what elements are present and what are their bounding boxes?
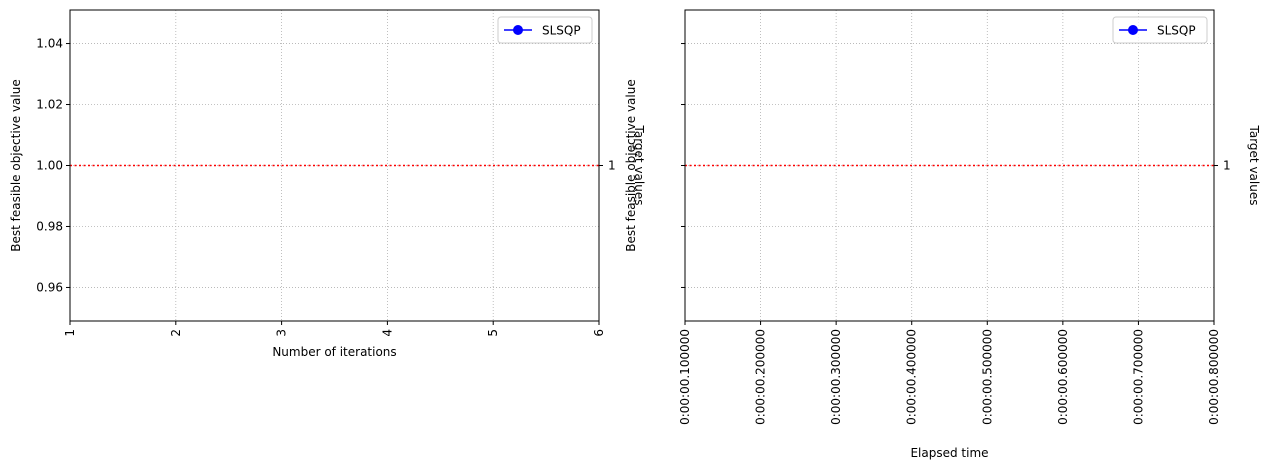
- x-tick-label: 0:00:00.800000: [1207, 329, 1221, 425]
- right-tick-label: 1: [1223, 159, 1231, 173]
- x-tick-label: 0:00:00.300000: [829, 329, 843, 425]
- x-tick-label: 2: [169, 329, 183, 337]
- x-axis-label: Number of iterations: [272, 345, 396, 359]
- x-axis-label: Elapsed time: [910, 446, 988, 460]
- right-tick-label: 1: [608, 159, 616, 173]
- legend-label: SLSQP: [542, 24, 581, 38]
- x-tick-label: 0:00:00.100000: [678, 329, 692, 425]
- y-tick-label: 0.98: [36, 219, 63, 233]
- legend-label: SLSQP: [1157, 24, 1196, 38]
- right-axis-label: Target values: [632, 125, 646, 206]
- legend-marker: [1128, 25, 1138, 35]
- x-tick-label: 5: [486, 329, 500, 337]
- x-tick-label: 6: [592, 329, 606, 337]
- x-tick-label: 1: [63, 329, 77, 337]
- y-tick-label: 1.04: [36, 37, 63, 51]
- y-axis-label: Best feasible objective value: [9, 79, 23, 251]
- legend: SLSQP: [1112, 16, 1208, 44]
- legend: SLSQP: [497, 16, 593, 44]
- y-tick-label: 1.02: [36, 98, 63, 112]
- legend-marker: [513, 25, 523, 35]
- x-tick-label: 3: [275, 329, 289, 337]
- legend-box: [497, 16, 593, 44]
- y-tick-label: 1.00: [36, 159, 63, 173]
- x-tick-label: 4: [380, 329, 394, 337]
- y-axis-label: Best feasible objective value: [624, 79, 638, 251]
- chart-panel-iterations: 1 2 3 4 5 6 0.96 0.98 1.00 1.02 1.04 1 Number of ite…: [9, 9, 646, 359]
- x-tick-label: 0:00:00.500000: [980, 329, 994, 425]
- x-tick-label: 0:00:00.700000: [1131, 329, 1145, 425]
- chart-panel-elapsed-time: 0:00:00.100000 0:00:00.200000 0:00:00.3000…: [624, 9, 1261, 460]
- x-tick-label: 0:00:00.600000: [1056, 329, 1070, 425]
- right-axis-label: Target values: [1247, 125, 1261, 206]
- y-tick-label: 0.96: [36, 280, 63, 294]
- x-tick-label: 0:00:00.400000: [905, 329, 919, 425]
- x-tick-label: 0:00:00.200000: [754, 329, 768, 425]
- legend-box: [1112, 16, 1208, 44]
